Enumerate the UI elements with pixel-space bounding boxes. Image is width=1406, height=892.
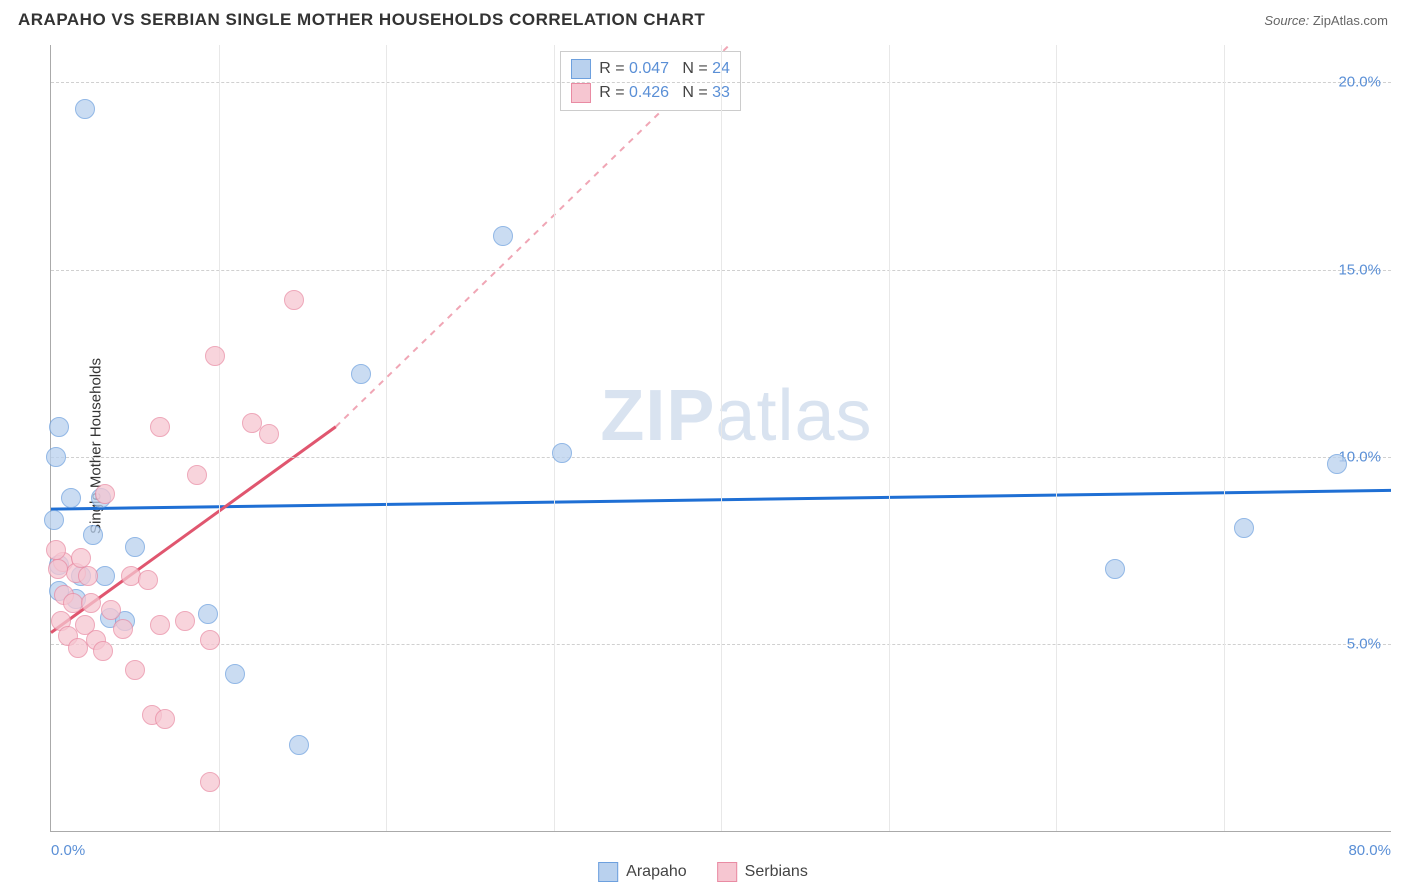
data-point-arapaho	[225, 664, 245, 684]
stat-text: R = 0.047 N = 24	[599, 60, 730, 78]
gridline-v	[219, 45, 220, 831]
stat-row-arapaho: R = 0.047 N = 24	[571, 57, 730, 81]
y-tick-label: 20.0%	[1338, 74, 1381, 91]
gridline-v	[386, 45, 387, 831]
data-point-arapaho	[1105, 559, 1125, 579]
stat-swatch	[571, 83, 591, 103]
data-point-serbians	[125, 660, 145, 680]
data-point-arapaho	[125, 537, 145, 557]
data-point-arapaho	[1327, 454, 1347, 474]
legend-item-arapaho: Arapaho	[598, 862, 687, 882]
stat-text: R = 0.426 N = 33	[599, 84, 730, 102]
data-point-serbians	[46, 540, 66, 560]
legend-swatch	[717, 862, 737, 882]
data-point-serbians	[150, 615, 170, 635]
source-label: Source:	[1264, 13, 1309, 28]
data-point-arapaho	[1234, 518, 1254, 538]
correlation-stat-box: R = 0.047 N = 24 R = 0.426 N = 33	[560, 51, 741, 111]
data-point-serbians	[93, 641, 113, 661]
legend-swatch	[598, 862, 618, 882]
legend-label: Arapaho	[626, 863, 687, 881]
data-point-arapaho	[83, 525, 103, 545]
data-point-serbians	[155, 709, 175, 729]
x-tick-label: 80.0%	[1348, 842, 1391, 859]
stat-row-serbians: R = 0.426 N = 33	[571, 81, 730, 105]
data-point-serbians	[150, 417, 170, 437]
data-point-serbians	[48, 559, 68, 579]
legend-item-serbians: Serbians	[717, 862, 808, 882]
data-point-arapaho	[49, 417, 69, 437]
source-attribution: Source: ZipAtlas.com	[1264, 13, 1388, 28]
data-point-arapaho	[552, 443, 572, 463]
data-point-arapaho	[289, 735, 309, 755]
watermark: ZIPatlas	[600, 375, 872, 457]
data-point-serbians	[200, 772, 220, 792]
data-point-arapaho	[46, 447, 66, 467]
data-point-arapaho	[61, 488, 81, 508]
data-point-serbians	[284, 290, 304, 310]
data-point-arapaho	[198, 604, 218, 624]
chart-title: ARAPAHO VS SERBIAN SINGLE MOTHER HOUSEHO…	[18, 10, 705, 30]
data-point-arapaho	[44, 510, 64, 530]
stat-swatch	[571, 59, 591, 79]
data-point-serbians	[200, 630, 220, 650]
data-point-serbians	[259, 424, 279, 444]
data-point-serbians	[63, 593, 83, 613]
data-point-serbians	[187, 465, 207, 485]
data-point-serbians	[68, 638, 88, 658]
watermark-bold: ZIP	[600, 376, 715, 456]
gridline-v	[889, 45, 890, 831]
source-name: ZipAtlas.com	[1313, 13, 1388, 28]
watermark-light: atlas	[715, 376, 872, 456]
data-point-serbians	[78, 566, 98, 586]
data-point-serbians	[101, 600, 121, 620]
data-point-serbians	[81, 593, 101, 613]
data-point-arapaho	[75, 99, 95, 119]
y-tick-label: 5.0%	[1347, 635, 1381, 652]
gridline-v	[721, 45, 722, 831]
data-point-arapaho	[351, 364, 371, 384]
chart-header: ARAPAHO VS SERBIAN SINGLE MOTHER HOUSEHO…	[0, 0, 1406, 38]
gridline-v	[1224, 45, 1225, 831]
data-point-serbians	[113, 619, 133, 639]
data-point-serbians	[205, 346, 225, 366]
gridline-v	[554, 45, 555, 831]
legend: Arapaho Serbians	[598, 862, 808, 882]
data-point-serbians	[71, 548, 91, 568]
data-point-serbians	[138, 570, 158, 590]
x-tick-label: 0.0%	[51, 842, 85, 859]
data-point-serbians	[175, 611, 195, 631]
gridline-v	[1056, 45, 1057, 831]
scatter-chart: ZIPatlas R = 0.047 N = 24 R = 0.426 N = 3…	[50, 45, 1391, 832]
data-point-serbians	[95, 484, 115, 504]
legend-label: Serbians	[745, 863, 808, 881]
y-tick-label: 15.0%	[1338, 261, 1381, 278]
data-point-arapaho	[493, 226, 513, 246]
